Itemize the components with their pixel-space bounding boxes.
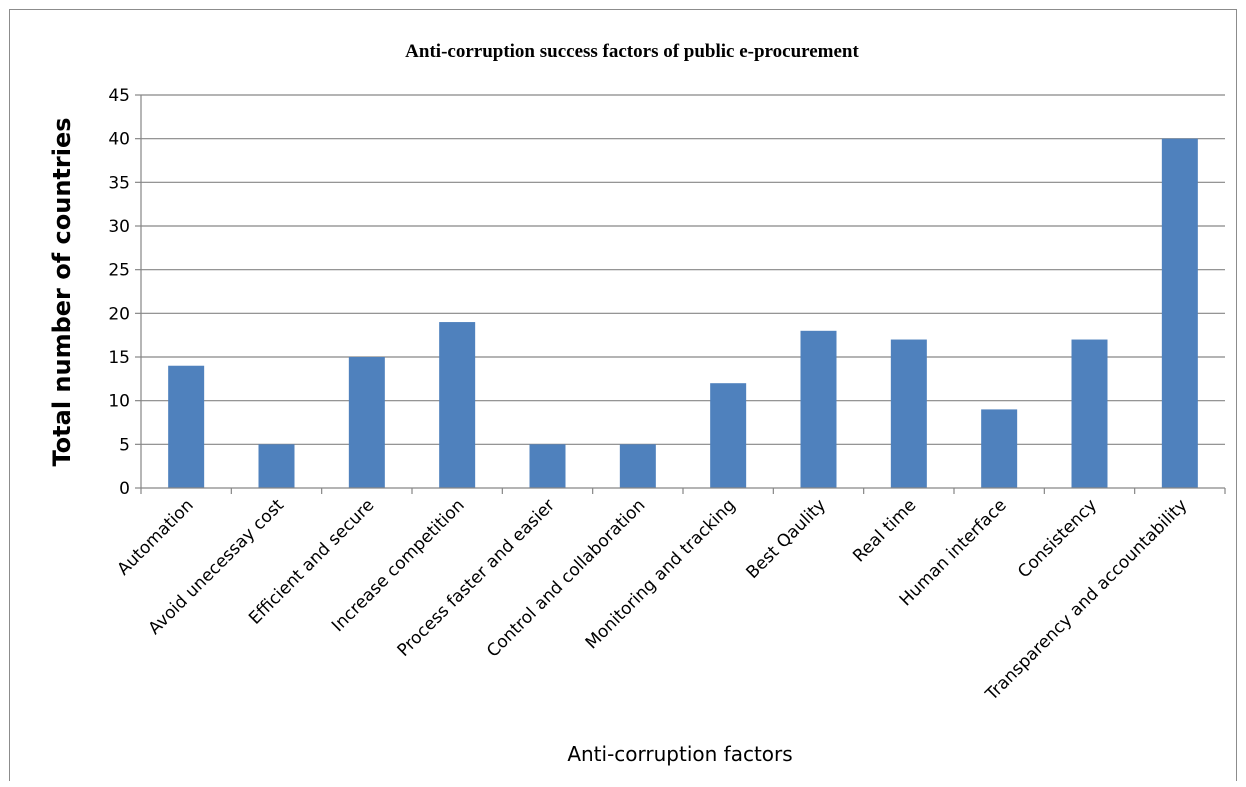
bar [981, 409, 1018, 488]
x-tick-label: Transparency and accountability [981, 495, 1191, 705]
y-axis-label: Total number of countries [48, 117, 76, 466]
bar [800, 330, 837, 488]
y-tick-label: 30 [108, 217, 130, 237]
x-tick-label: Monitoring and tracking [582, 495, 740, 653]
x-tick-label: Control and collaboration [483, 495, 649, 661]
bar [348, 357, 385, 488]
y-tick-label: 10 [108, 392, 130, 412]
bar [619, 444, 656, 488]
y-tick-label: 40 [108, 130, 130, 150]
x-tick-label: Best Qaulity [742, 495, 830, 583]
bar [258, 444, 295, 488]
bars [168, 138, 1198, 488]
y-tick-label: 45 [108, 86, 130, 106]
y-tick-label: 35 [108, 173, 130, 193]
axes [140, 95, 1225, 489]
chart-title: Anti-corruption success factors of publi… [405, 41, 859, 62]
bar [168, 365, 205, 488]
x-tick-label: Real time [849, 495, 920, 566]
y-tick-label: 0 [119, 479, 130, 499]
y-axis-ticks: 0 5 10 15 20 25 30 35 40 45 [108, 86, 141, 499]
chart-frame [9, 9, 1237, 781]
bar [439, 322, 476, 488]
bar [710, 383, 747, 488]
bar [890, 339, 927, 488]
y-tick-label: 15 [108, 348, 130, 368]
y-tick-label: 25 [108, 261, 130, 281]
bar [1071, 339, 1108, 488]
x-axis-label: Anti-corruption factors [567, 742, 792, 766]
x-tick-label: Automation [114, 495, 198, 579]
bar [529, 444, 566, 488]
y-tick-label: 5 [119, 435, 130, 455]
x-tick-label: Consistency [1014, 495, 1101, 582]
bar [1161, 138, 1198, 488]
gridlines [141, 94, 1225, 445]
x-tick-label: Process faster and easier [394, 495, 559, 660]
y-tick-label: 20 [108, 304, 130, 324]
